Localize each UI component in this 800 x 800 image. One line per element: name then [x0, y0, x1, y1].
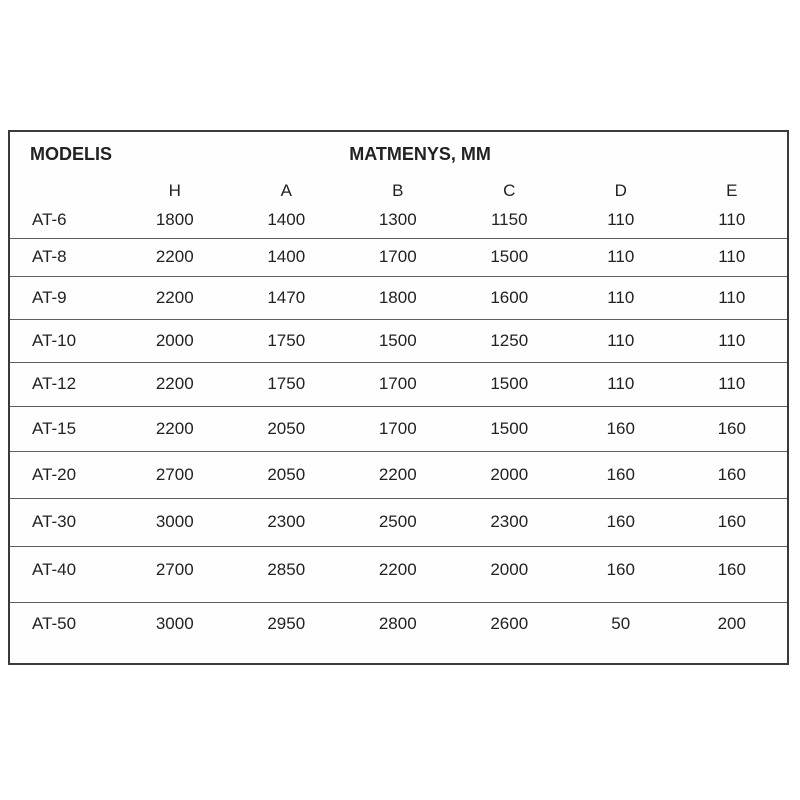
value-cell-e: 110: [718, 374, 746, 393]
table-title-row: MODELIS MATMENYS, MM: [9, 131, 788, 171]
value-cell-h: 2700: [155, 560, 194, 579]
model-cell: AT-9: [32, 287, 67, 307]
value-cell-c: 2000: [490, 464, 529, 484]
model-cell: AT-12: [32, 374, 77, 393]
model-cell: AT-6: [32, 210, 67, 230]
value-cell-b: 1800: [378, 287, 417, 307]
value-cell-d: 110: [607, 374, 635, 393]
value-cell-c: 2600: [490, 613, 529, 633]
value-cell-h: 2200: [155, 374, 194, 393]
value-cell-b: 2500: [378, 512, 417, 531]
value-cell-c: 1150: [490, 210, 528, 230]
dimensions-table: MODELIS MATMENYS, MM H A B C D E AT-6 18…: [8, 130, 790, 665]
value-cell-c: 1500: [490, 418, 529, 438]
table-row: AT-8 2200 1400 1700 1500 110 110: [9, 238, 789, 276]
value-cell-h: 2200: [155, 287, 194, 307]
value-cell-e: 110: [718, 210, 746, 230]
table-row: AT-9 2200 1470 1800 1600 110 110: [9, 276, 789, 319]
column-header-b: B: [392, 181, 404, 200]
value-cell-c: 1500: [490, 374, 529, 393]
column-header-h: H: [168, 181, 181, 200]
value-cell-d: 110: [607, 330, 635, 350]
value-cell-e: 160: [717, 464, 746, 484]
value-cell-a: 2300: [267, 512, 306, 531]
value-cell-c: 1250: [490, 330, 529, 350]
value-cell-a: 2050: [267, 418, 306, 438]
value-cell-a: 1470: [267, 287, 306, 307]
value-cell-d: 50: [611, 613, 631, 633]
column-header-c: C: [503, 181, 516, 200]
table-row: AT-50 3000 2950 2800 2600 50 200: [9, 602, 789, 664]
value-cell-b: 1700: [378, 374, 417, 393]
value-cell-d: 160: [606, 512, 635, 531]
value-cell-e: 200: [717, 613, 746, 633]
value-cell-b: 1500: [378, 330, 417, 350]
table-row: AT-20 2700 2050 2200 2000 160 160: [9, 451, 789, 498]
table-row: AT-40 2700 2850 2200 2000 160 160: [9, 546, 789, 602]
value-cell-h: 1800: [155, 210, 194, 230]
column-header-spacer: [9, 171, 119, 203]
value-cell-e: 110: [718, 247, 746, 266]
value-cell-e: 110: [718, 330, 746, 350]
value-cell-e: 160: [717, 512, 746, 531]
column-header-e: E: [726, 181, 738, 200]
value-cell-h: 3000: [155, 512, 194, 531]
value-cell-c: 2000: [490, 560, 529, 579]
value-cell-d: 110: [607, 210, 635, 230]
table-row: AT-6 1800 1400 1300 1150 110 110: [9, 203, 788, 238]
value-cell-a: 1750: [267, 330, 306, 350]
dimensions-title: MATMENYS, MM: [349, 144, 491, 164]
value-cell-a: 1400: [267, 210, 306, 230]
value-cell-d: 110: [607, 287, 635, 307]
value-cell-e: 110: [718, 287, 746, 307]
models-column-header: MODELIS: [30, 144, 113, 164]
value-cell-d: 110: [607, 247, 635, 266]
model-cell: AT-30: [32, 512, 77, 531]
value-cell-b: 2200: [378, 464, 417, 484]
value-cell-b: 1700: [378, 247, 417, 266]
model-cell: AT-50: [32, 613, 77, 633]
table-row: AT-30 3000 2300 2500 2300 160 160: [9, 498, 789, 546]
value-cell-a: 2050: [267, 464, 306, 484]
value-cell-h: 2000: [155, 330, 194, 350]
column-header-a: A: [280, 181, 292, 200]
value-cell-c: 2300: [490, 512, 529, 531]
value-cell-a: 2850: [267, 560, 306, 579]
value-cell-h: 2200: [155, 418, 194, 438]
value-cell-c: 1600: [490, 287, 529, 307]
value-cell-a: 1750: [267, 374, 306, 393]
value-cell-b: 1300: [378, 210, 417, 230]
value-cell-h: 2700: [155, 464, 194, 484]
value-cell-e: 160: [717, 560, 746, 579]
model-cell: AT-40: [32, 560, 77, 579]
value-cell-b: 2800: [378, 613, 417, 633]
table-row: AT-10 2000 1750 1500 1250 110 110: [9, 319, 789, 362]
value-cell-e: 160: [717, 418, 746, 438]
table-row: AT-15 2200 2050 1700 1500 160 160: [9, 406, 789, 451]
value-cell-d: 160: [606, 560, 635, 579]
model-cell: AT-8: [32, 247, 67, 266]
value-cell-h: 3000: [155, 613, 194, 633]
table-row: AT-12 2200 1750 1700 1500 110 110: [9, 362, 789, 406]
value-cell-a: 1400: [267, 247, 306, 266]
model-cell: AT-20: [32, 464, 77, 484]
model-cell: AT-15: [32, 418, 77, 438]
value-cell-c: 1500: [490, 247, 529, 266]
value-cell-d: 160: [606, 418, 635, 438]
model-cell: AT-10: [32, 330, 77, 350]
value-cell-h: 2200: [155, 247, 194, 266]
value-cell-b: 1700: [378, 418, 417, 438]
column-letters-row: H A B C D E: [9, 171, 788, 203]
value-cell-d: 160: [606, 464, 635, 484]
column-header-d: D: [614, 181, 627, 200]
value-cell-b: 2200: [378, 560, 417, 579]
value-cell-a: 2950: [267, 613, 306, 633]
